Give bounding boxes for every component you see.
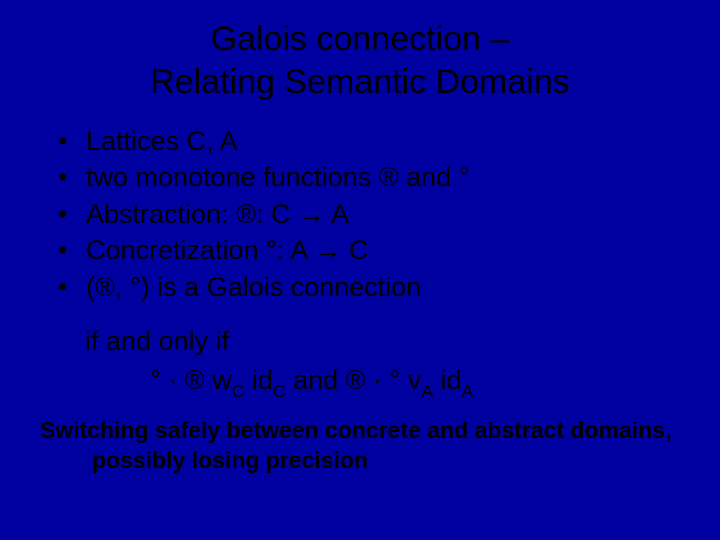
iff-line: if and only if — [85, 323, 680, 359]
bullet-item: Lattices C, A — [58, 123, 680, 159]
bullet-list: Lattices C, A two monotone functions ® a… — [58, 123, 680, 305]
bullet-item: Abstraction: ®: C → A — [58, 196, 680, 232]
bullet-item: (®, °) is a Galois connection — [58, 269, 680, 305]
bullet-item: two monotone functions ® and ° — [58, 159, 680, 195]
formula-text: id — [244, 365, 273, 395]
title-line-1: Galois connection – — [211, 20, 510, 58]
formula-text: id — [433, 365, 462, 395]
formula-sub: A — [462, 381, 474, 401]
formula-text: and ® · ° v — [286, 365, 422, 395]
title-line-2: Relating Semantic Domains — [150, 63, 570, 101]
formula-sub: C — [273, 381, 286, 401]
formula-line: ° · ® wC idC and ® · ° vA idA — [150, 362, 680, 402]
slide-title: Galois connection – Relating Semantic Do… — [40, 18, 680, 103]
closing-text: Switching safely between concrete and ab… — [40, 416, 680, 476]
formula-sub: C — [232, 381, 245, 401]
formula-text: ° · ® w — [150, 365, 232, 395]
bullet-item: Concretization °: A → C — [58, 232, 680, 268]
formula-sub: A — [421, 381, 433, 401]
